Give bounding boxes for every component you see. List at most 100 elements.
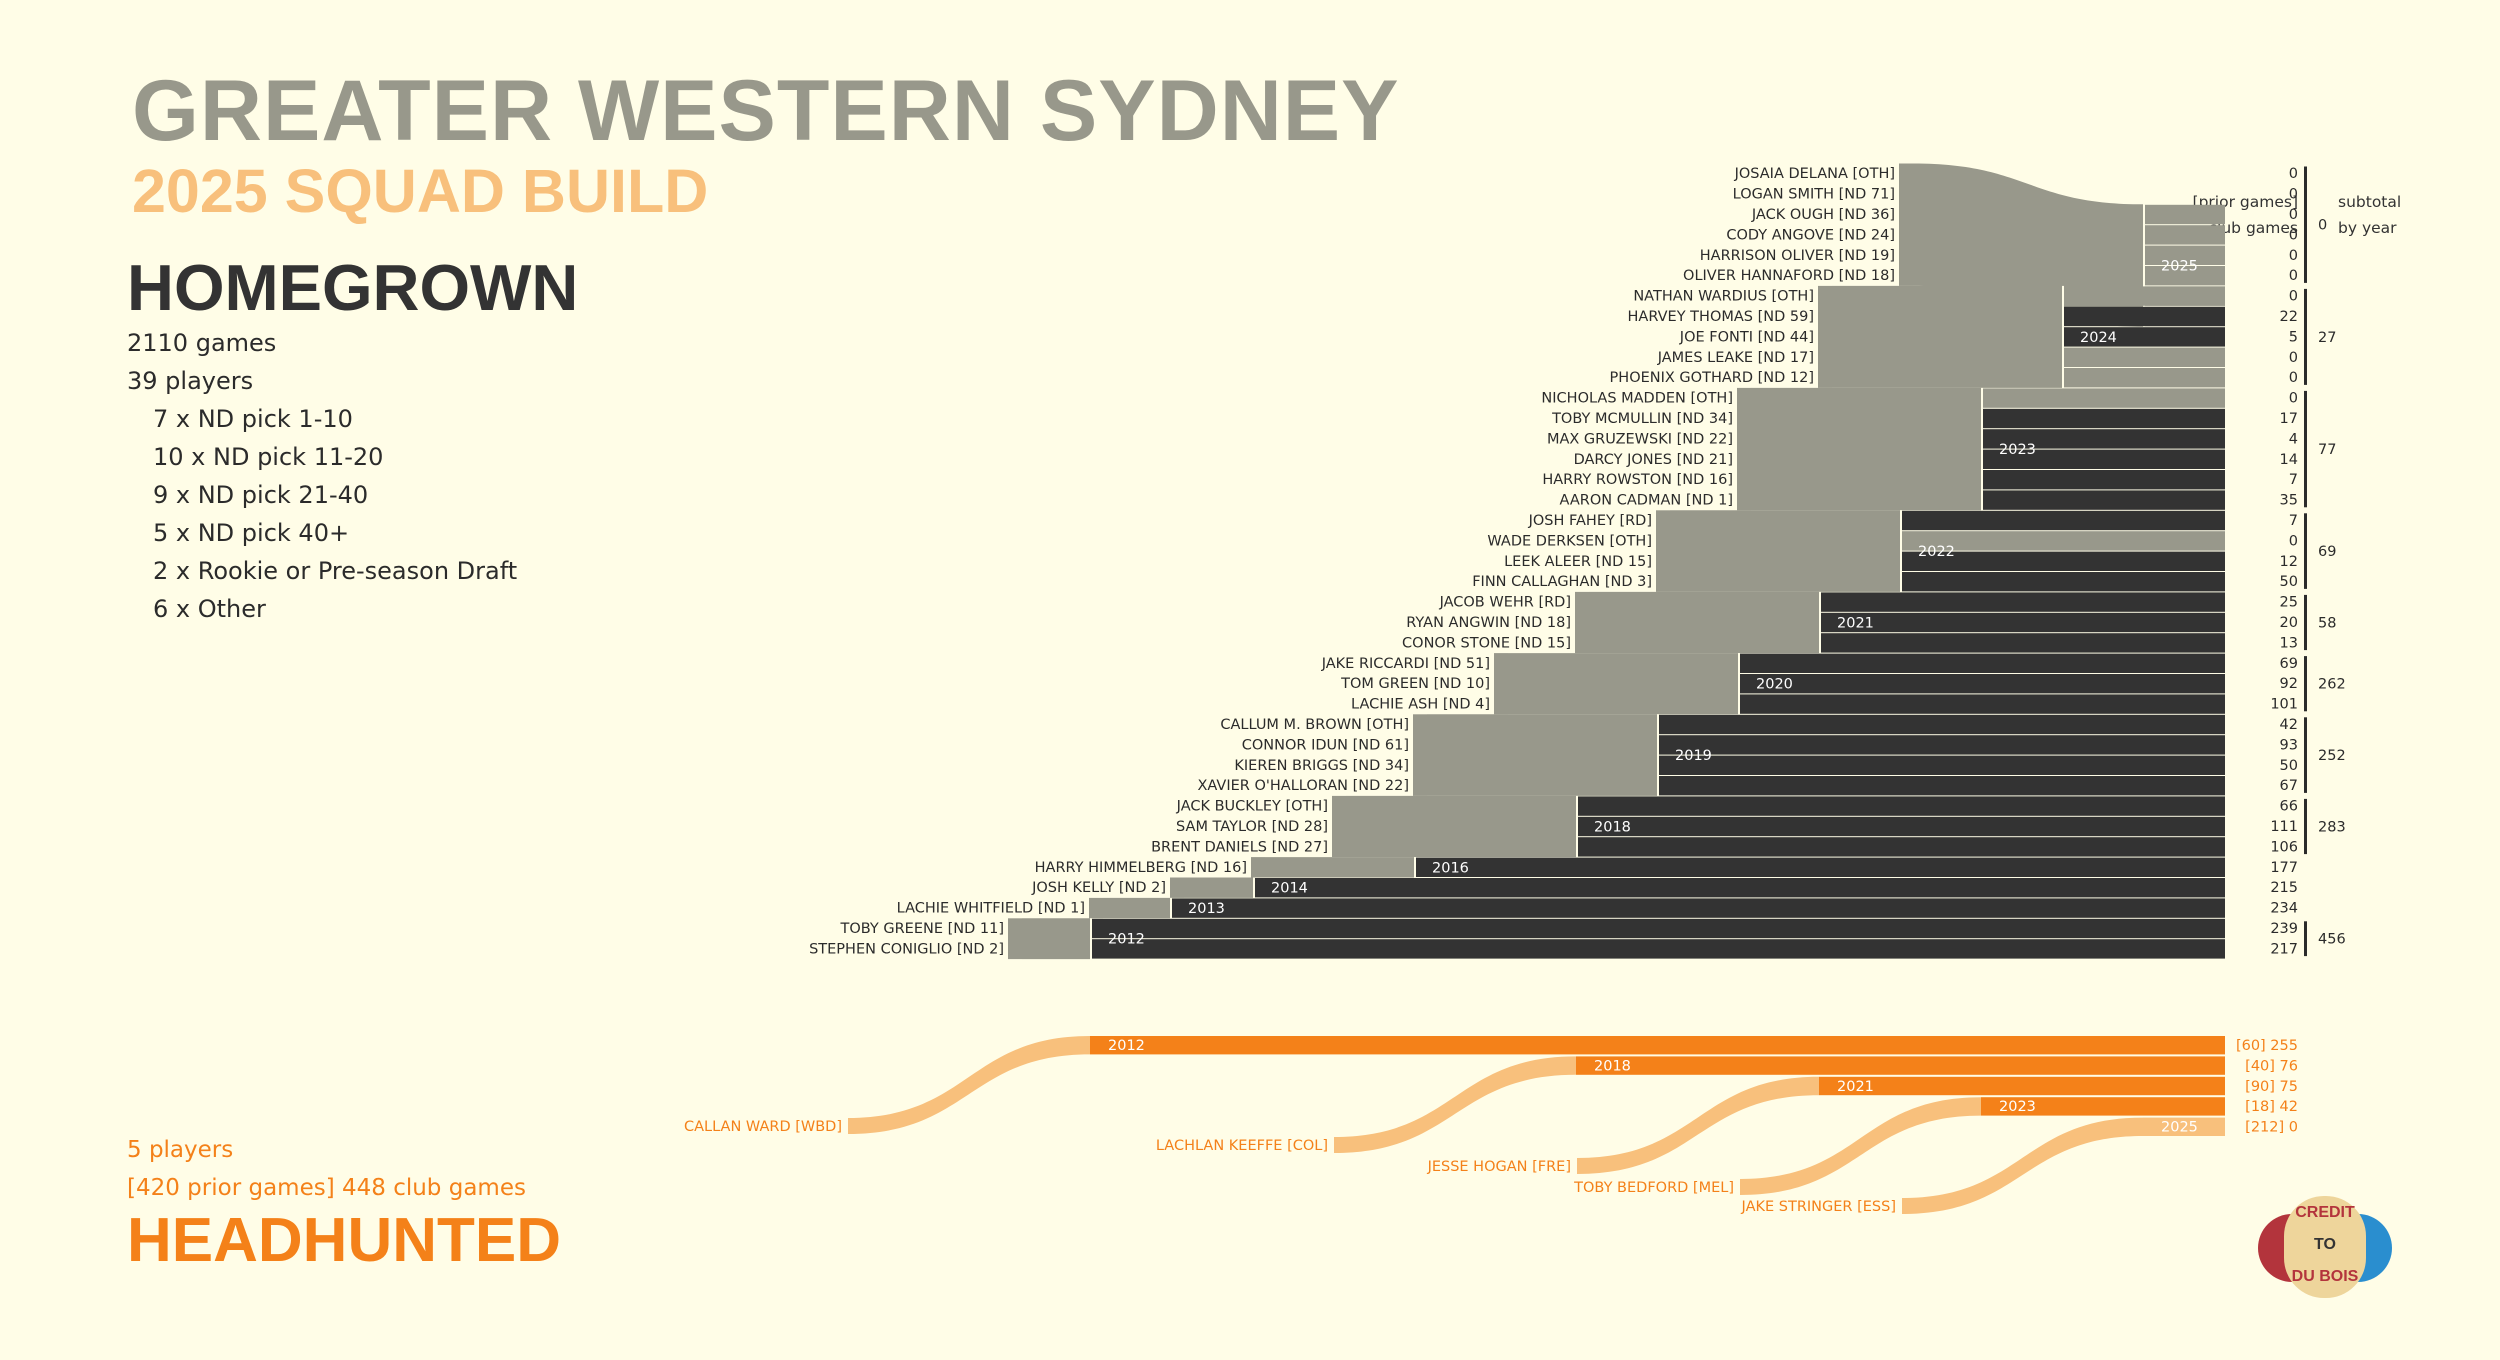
player-games-value: 177 (2270, 860, 2298, 876)
player-source-block (1494, 653, 1508, 715)
subtotal-bracket (2304, 166, 2307, 283)
player-games-value: 0 (2289, 289, 2298, 305)
club-games-label: club games (2208, 219, 2298, 237)
player-games-value: 0 (2289, 268, 2298, 284)
player-career-bar (2143, 225, 2225, 245)
player-source-block (1251, 857, 1265, 878)
player-label: LEEK ALEER [ND 15] (1504, 554, 1652, 570)
headhunted-games-value: [212] 0 (2245, 1120, 2298, 1136)
player-career-bar (1576, 796, 2225, 816)
player-career-bar (2062, 368, 2225, 388)
headhunted-career-bar (1090, 1036, 2225, 1055)
player-games-value: 25 (2280, 595, 2298, 611)
year-label: 2012 (1108, 932, 1145, 948)
year-divider (1576, 795, 1578, 858)
page-subtitle: 2025 SQUAD BUILD (132, 157, 709, 225)
player-career-bar (2062, 286, 2225, 306)
player-career-bar (1981, 449, 2225, 469)
player-label: JOSH KELLY [ND 2] (1031, 880, 1166, 896)
player-label: XAVIER O'HALLORAN [ND 22] (1198, 778, 1410, 794)
player-games-value: 0 (2289, 207, 2298, 223)
headhunted-flow-ribbon (1334, 1056, 1576, 1153)
player-label: SAM TAYLOR [ND 28] (1176, 819, 1328, 835)
subtotal-value: 77 (2318, 442, 2336, 458)
year-divider (1657, 714, 1659, 796)
player-games-value: 93 (2280, 737, 2298, 753)
headhunted-games-value: [90] 75 (2245, 1079, 2298, 1095)
subtotal-value: 456 (2318, 932, 2346, 948)
headhunted-games-value: [18] 42 (2245, 1099, 2298, 1115)
group-flow-ribbon (1022, 918, 1090, 960)
player-games-value: 12 (2280, 554, 2298, 570)
player-career-bar (1981, 490, 2225, 510)
subtotal-value: 0 (2318, 218, 2327, 234)
player-games-value: 106 (2270, 839, 2298, 855)
player-games-value: 234 (2270, 901, 2298, 917)
player-games-value: 239 (2270, 921, 2298, 937)
player-label: JACOB WEHR [RD] (1439, 595, 1571, 611)
player-games-value: 0 (2289, 227, 2298, 243)
player-career-bar (2143, 245, 2225, 265)
player-career-bar (1981, 429, 2225, 449)
player-label: OLIVER HANNAFORD [ND 18] (1683, 268, 1895, 284)
player-source-block (1818, 285, 1832, 388)
subtotal-bracket (2304, 288, 2307, 385)
group-flow-ribbon (1670, 510, 1900, 592)
player-label: BRENT DANIELS [ND 27] (1151, 839, 1328, 855)
player-games-value: 217 (2270, 941, 2298, 957)
player-label: NATHAN WARDIUS [OTH] (1633, 289, 1814, 305)
year-label: 2020 (1756, 677, 1793, 693)
player-source-block (1170, 877, 1184, 898)
player-career-bar (1253, 878, 2225, 898)
homegrown-breakdown-item: 2 x Rookie or Pre-season Draft (153, 557, 518, 585)
player-label: JOSAIA DELANA [OTH] (1734, 166, 1895, 182)
player-career-bar (2062, 327, 2225, 347)
player-career-bar (2062, 347, 2225, 367)
subtotal-value: 283 (2318, 820, 2346, 836)
group-flow-ribbon (1265, 857, 1414, 878)
player-label: RYAN ANGWIN [ND 18] (1406, 615, 1571, 631)
player-games-value: 101 (2270, 697, 2298, 713)
player-career-bar (1738, 694, 2225, 714)
player-source-block (1089, 897, 1103, 919)
homegrown-players-stat: 39 players (127, 367, 254, 395)
subtotal-value: 69 (2318, 544, 2336, 560)
player-label: LACHIE ASH [ND 4] (1351, 697, 1490, 713)
player-career-bar (1981, 388, 2225, 408)
year-label: 2021 (1837, 616, 1874, 632)
year-divider (2143, 204, 2145, 327)
player-games-value: 13 (2280, 635, 2298, 651)
player-career-bar (1819, 612, 2225, 633)
subtotal-bracket (2304, 594, 2307, 651)
player-games-value: 69 (2280, 656, 2298, 672)
player-career-bar (1576, 837, 2225, 857)
player-games-value: 50 (2280, 574, 2298, 590)
player-games-value: 0 (2289, 370, 2298, 386)
year-divider (1738, 653, 1740, 715)
player-label: WADE DERKSEN [OTH] (1487, 533, 1652, 549)
year-label: 2016 (1432, 860, 1469, 876)
player-games-value: 92 (2280, 676, 2298, 692)
headhunted-year-label: 2021 (1837, 1079, 1874, 1095)
player-career-bar (1900, 572, 2225, 592)
subtotal-bracket (2304, 390, 2307, 508)
player-games-value: 22 (2280, 309, 2298, 325)
player-games-value: 0 (2289, 391, 2298, 407)
player-label: JAMES LEAKE [ND 17] (1657, 350, 1814, 366)
subtotal-bracket (2304, 717, 2307, 793)
player-source-block (1332, 795, 1346, 858)
player-source-block (1737, 387, 1751, 511)
headhunted-heading: HEADHUNTED (127, 1206, 561, 1275)
player-games-value: 50 (2280, 758, 2298, 774)
headhunted-career-bar (1819, 1076, 2225, 1096)
player-label: TOBY GREENE [ND 11] (839, 921, 1004, 937)
year-label: 2014 (1271, 881, 1308, 897)
year-divider (1253, 877, 1255, 898)
headhunted-flow-ribbon (1577, 1076, 1819, 1174)
headhunted-career-bar (1981, 1097, 2225, 1116)
logo-text-line2: TO (2314, 1236, 2336, 1253)
player-career-bar (1657, 714, 2225, 735)
player-career-bar (2143, 204, 2225, 225)
player-career-bar (1657, 776, 2225, 796)
by-year-label: by year (2338, 219, 2397, 237)
